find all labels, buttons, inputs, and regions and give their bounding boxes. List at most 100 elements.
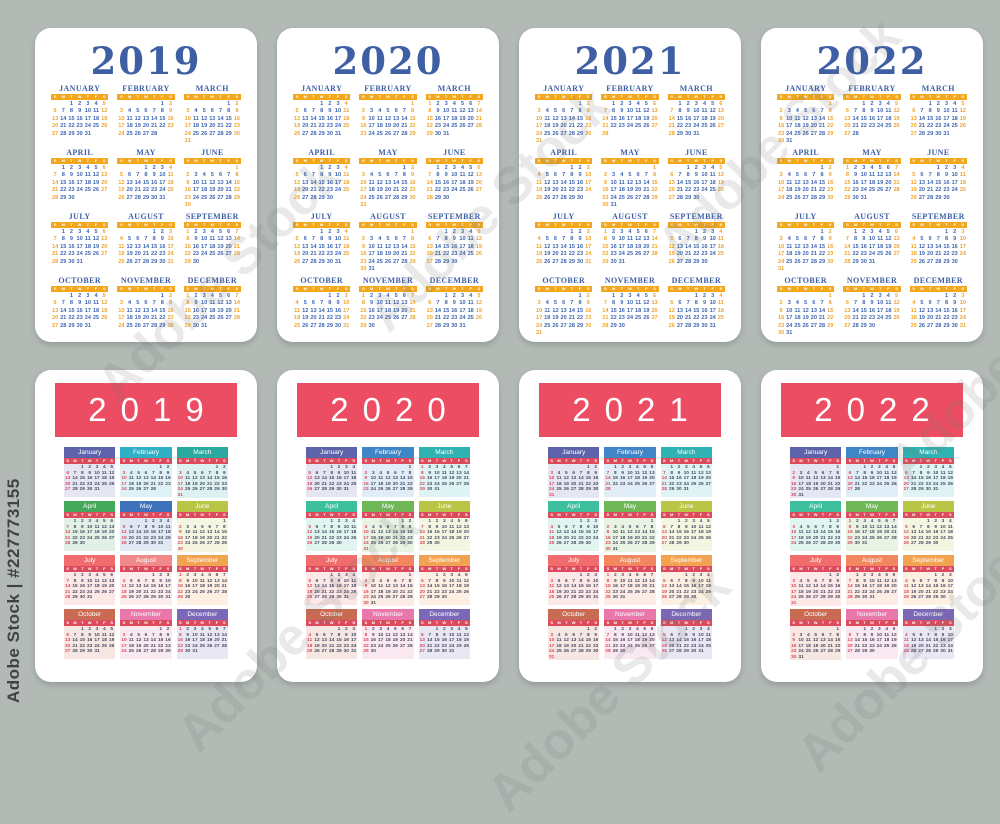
day-cell: 1 [428,101,432,107]
day-cell: 7 [136,172,140,179]
day-cell: 21 [810,251,817,258]
day-cell: 15 [847,530,853,535]
day-cell: 25 [101,643,107,649]
day-cell: 13 [668,584,675,589]
day-cell: 24 [121,487,127,492]
day-cell: 25 [903,649,909,654]
day-cell: 7 [828,632,832,638]
day-cell: 25 [701,123,708,130]
weekday-letter: S [948,512,952,517]
day-cell: 17 [709,243,716,250]
day-cell: 19 [467,179,474,186]
weekday-letter: T [394,458,397,463]
day-cell: 8 [613,470,617,476]
weekday-letter: S [122,620,126,625]
day-cell: 19 [459,115,466,122]
weekday-letter: S [308,620,311,625]
month-block-february: February S M T W T F S 1 2 3 4 5 6 7 8 9 10 11 12 13 14 15 16 17… [846,447,898,497]
day-cell: 20 [927,251,934,258]
day-cell: 26 [668,322,675,329]
day-cell: 30 [326,194,333,201]
day-cell: 2 [836,573,839,578]
day-cell: 9 [80,524,84,530]
day-cell: 10 [951,172,958,179]
day-cell: 13 [456,470,462,476]
day-cell: 4 [878,229,882,235]
weekday-letter: S [537,222,541,227]
weekday-letter: T [394,512,397,517]
year-title: 2019 [88,391,218,428]
day-cell: 30 [683,541,689,546]
day-cell: 17 [459,243,466,250]
weekday-letter: M [611,222,616,227]
day-grid: 1 2 3 4 5 6 7 8 9 10 11 12 13 14 15 16 17 18 19 20 21 22 23 24 2… [601,229,658,266]
day-cell: 17 [951,179,958,186]
day-cell: 26 [643,123,650,130]
day-cell: 22 [326,315,333,322]
day-cell: 7 [428,632,431,638]
day-cell: 4 [378,108,382,115]
day-cell: 16 [184,187,191,194]
day-cell: 30 [151,194,158,201]
day-cell: 16 [940,638,946,643]
day-cell: 30 [167,322,174,329]
day-cell: 12 [885,236,892,243]
day-cell: 18 [805,481,811,487]
month-block-june: JUNE S M T W T F S 1 2 3 4 5 6 7 8 9 10 11 12 13 14 15 16 17 18 19… [667,148,725,210]
day-cell: 1 [928,101,932,107]
day-cell: 29 [68,130,75,137]
day-cell: 19 [627,535,633,541]
day-cell: 8 [694,236,698,243]
day-cell: 15 [318,115,325,122]
month-block-february: February S M T W T F S 1 2 3 4 5 6 7 8 9 10 11 12 13 14 15 16 17… [362,447,414,497]
day-cell: 26 [544,258,551,265]
weekday-letter: T [450,512,453,517]
weekday-letter: S [550,512,553,517]
day-cell: 16 [79,584,85,589]
day-cell: 26 [199,541,205,546]
day-cell: 2 [936,101,940,107]
day-cell: 25 [377,595,384,600]
day-cell: 3 [442,519,446,524]
day-cell: 27 [847,649,853,654]
weekday-letter: T [378,158,382,163]
day-cell: 3 [620,229,624,235]
day-cell: 18 [385,638,391,643]
day-cell: 4 [469,229,473,235]
weekday-letter: S [411,286,414,291]
day-cell: 26 [459,123,466,130]
day-cell: 19 [893,115,900,122]
day-cell: 7 [402,108,406,115]
day-cell: 22 [943,315,950,322]
day-cell: 14 [64,584,71,589]
weekday-letter: T [70,94,73,99]
month-title: December [660,609,712,620]
day-cell: 3 [344,465,348,470]
day-cell: 31 [548,492,555,498]
empty-cell [208,165,216,172]
weekday-letter: W [870,94,874,99]
day-cell: 8 [428,108,432,115]
day-cell: 29 [844,194,851,201]
month-block-may: MAY S M T W T F S 1 2 3 4 5 6 7 8 9 10 11 12 13 14 15 16 17 18 19 2… [359,148,417,210]
day-cell: 24 [877,123,884,130]
day-cell: 17 [548,481,555,487]
day-cell: 12 [302,307,309,314]
day-cell: 9 [692,578,695,584]
day-cell: 11 [199,578,205,584]
empty-cell [668,229,676,236]
day-cell: 25 [548,541,555,546]
day-cell: 26 [128,595,134,600]
day-cell: 20 [651,307,658,314]
day-cell: 3 [684,465,688,470]
day-cell: 19 [456,530,462,535]
weekday-letter: T [394,286,398,291]
day-cell: 29 [578,541,584,546]
weekday-letter: S [186,158,190,163]
weekday-letter: M [371,512,375,517]
day-cell: 10 [192,578,198,584]
month-block-october: OCTOBER S M T W T F S 1 2 3 4 5 6 7 8 9 10 11 12 13 14 15 16 17 1… [293,276,351,338]
day-cell: 18 [199,584,205,589]
weekday-letter: S [308,512,311,517]
